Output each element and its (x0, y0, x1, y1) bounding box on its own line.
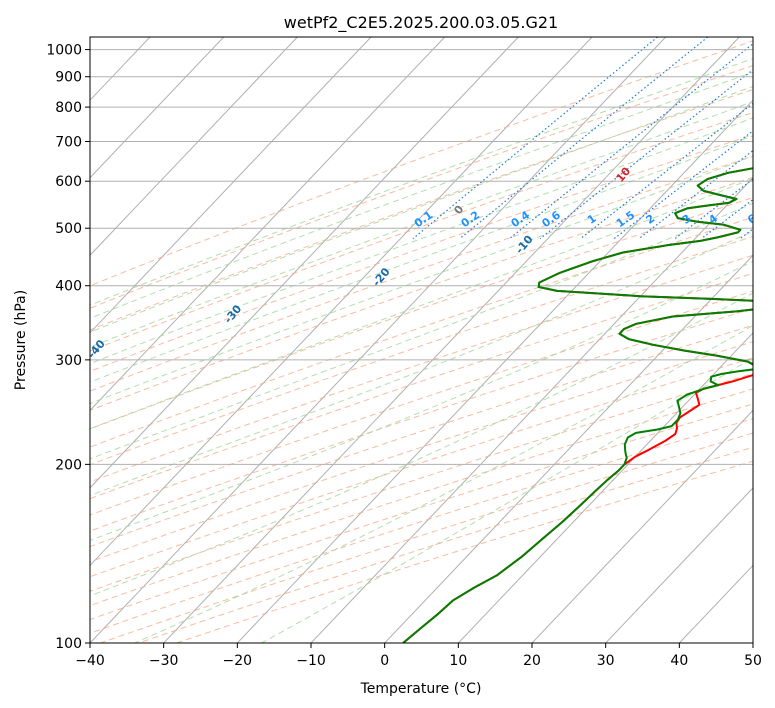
mixing-ratio-line (613, 130, 753, 240)
isotherm-line (90, 37, 519, 489)
x-tick-label: −10 (296, 653, 326, 669)
adiabat-label: -10 (513, 233, 536, 257)
pressure-gridlines (90, 49, 753, 644)
y-axis-label: Pressure (hPa) (13, 290, 29, 390)
dry-adiabat-line (176, 460, 753, 643)
isotherm-line (90, 37, 225, 179)
dry-adiabat-line (90, 418, 753, 634)
mixing-ratio-label: 1.5 (614, 208, 637, 230)
mixing-ratio-label: 0.1 (412, 208, 435, 230)
dry-adiabat-line (90, 388, 753, 607)
adiabat-label: -40 (85, 337, 108, 361)
isotherm-line (457, 332, 753, 643)
isotherm-line (90, 37, 372, 334)
chart-title: wetPf2_C2E5.2025.200.03.05.G21 (284, 13, 558, 33)
mixing-ratio-line (580, 102, 753, 240)
moist-adiabat-line (90, 202, 753, 460)
mixing-ratio-line (674, 178, 753, 240)
dry-adiabat-line (90, 372, 753, 592)
x-tick-label: −20 (223, 653, 253, 669)
mixing-ratio-line (739, 228, 753, 240)
moist-adiabat-line (90, 292, 753, 597)
x-tick-label: 30 (597, 653, 615, 669)
dry-adiabat-line (90, 254, 753, 483)
dry-adiabat-line (90, 176, 753, 411)
adiabat-label: -30 (222, 302, 245, 326)
x-tick-label: −40 (75, 653, 105, 669)
y-tick-label: 400 (55, 279, 82, 295)
mixing-ratio-label: 1 (585, 212, 599, 227)
x-tick-label: 40 (670, 653, 688, 669)
y-tick-label: 100 (55, 636, 82, 652)
mixing-ratio-line (412, 37, 658, 240)
moist-adiabat-line (90, 58, 753, 306)
y-axis: 100 200 300 400 500 600 700 800 900 1000 (46, 43, 90, 652)
y-tick-label: 800 (55, 100, 82, 116)
background-lines (0, 37, 775, 643)
isotherm-line (531, 409, 753, 643)
isotherm-line (0, 37, 76, 643)
moist-adiabat-line (90, 71, 753, 319)
isotherm-line (90, 37, 667, 643)
y-tick-label: 900 (55, 70, 82, 86)
y-tick-label: 700 (55, 134, 82, 150)
y-tick-label: 500 (55, 221, 82, 237)
x-axis-label: Temperature (°C) (360, 681, 482, 697)
mixing-ratio-label: 2 (644, 212, 658, 227)
moist-adiabat-line (90, 85, 753, 333)
mixing-ratio-line (768, 37, 775, 239)
x-tick-label: 20 (523, 653, 541, 669)
dry-adiabat-line (90, 197, 753, 430)
dewpoint-line (402, 167, 753, 643)
mixing-ratio-line (701, 198, 753, 240)
y-tick-label: 1000 (46, 43, 82, 59)
x-axis: −40 −30 −20 −10 0 10 20 30 40 50 (75, 643, 762, 669)
dry-adiabat-line (90, 88, 753, 331)
isotherm-line (90, 37, 446, 412)
moist-adiabat-line (90, 177, 753, 430)
profile-lines (402, 167, 753, 643)
y-tick-label: 300 (55, 353, 82, 369)
dry-adiabat-line (90, 111, 753, 352)
dry-adiabat-line (90, 40, 753, 287)
x-tick-label: 50 (744, 653, 762, 669)
isotherm-line (605, 487, 753, 643)
plot-frame (89, 36, 754, 644)
y-tick-label: 200 (55, 457, 82, 473)
mixing-ratio-label: 3 (680, 212, 694, 227)
x-tick-label: 10 (449, 653, 467, 669)
mixing-ratio-line (509, 43, 753, 240)
x-tick-label: 0 (380, 653, 389, 669)
dry-adiabat-line (90, 290, 753, 516)
moist-adiabat-line (261, 357, 753, 643)
dry-adiabat-line (90, 65, 753, 309)
mixing-ratio-label: 0.6 (540, 208, 564, 230)
moist-adiabat-line (90, 230, 753, 497)
x-tick-label: −30 (149, 653, 179, 669)
dry-adiabat-line (90, 341, 753, 563)
dry-adiabat-line (90, 307, 753, 532)
isotherm-line (384, 254, 753, 643)
moist-adiabat-line (90, 135, 753, 383)
y-tick-label: 600 (55, 174, 82, 190)
dry-adiabat-line (90, 235, 753, 466)
mixing-ratio-label: 0.4 (509, 208, 533, 230)
mixing-ratio-label: 6 (745, 212, 759, 227)
isotherm-line (752, 642, 753, 643)
isotherm-line (0, 37, 3, 643)
moist-adiabat-line (90, 260, 753, 542)
mixing-ratio-line (638, 149, 753, 240)
isotherm-line (236, 99, 753, 643)
isotherm-line (90, 37, 298, 257)
isotherm-line (90, 37, 593, 567)
isotherm-line (163, 37, 740, 643)
